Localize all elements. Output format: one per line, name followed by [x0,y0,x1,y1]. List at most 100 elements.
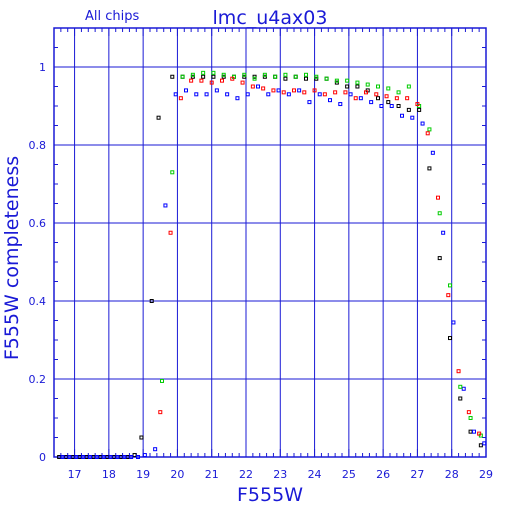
data-point [338,102,343,107]
chart-title: lmc_u4ax03 [213,7,328,29]
data-points [57,70,487,459]
x-tick-label: 25 [342,468,356,481]
data-point [365,82,370,87]
data-point [132,453,137,458]
data-point [333,90,338,95]
data-point [160,378,164,383]
data-point [230,76,235,81]
data-point [256,84,260,89]
data-point [307,100,312,105]
data-point [108,455,113,459]
data-point [394,96,399,101]
data-point [235,96,240,101]
x-tick-label: 28 [445,468,459,481]
x-tick-label: 18 [102,468,116,481]
data-point [389,104,394,108]
data-point [271,88,276,93]
data-point [214,88,219,93]
data-point [204,92,209,97]
y-tick-label: 0.6 [29,217,47,230]
data-point [297,88,302,93]
data-point [396,104,401,108]
data-point [427,166,432,171]
data-point [283,72,288,77]
data-point [406,107,411,112]
chart-subtitle: All chips [85,9,139,24]
data-point [88,455,92,459]
y-tick-label: 0.2 [29,373,47,386]
data-point [168,230,173,235]
data-point [345,78,350,83]
data-point [376,84,380,89]
data-point [149,299,154,303]
data-point [242,72,247,77]
data-point [153,447,158,452]
x-tick-label: 20 [170,468,184,481]
data-point [170,74,175,79]
data-point [136,455,140,459]
x-tick-label: 23 [273,468,287,481]
data-point [374,92,379,97]
data-point [163,203,168,208]
data-point [461,386,466,391]
data-point [328,98,332,103]
data-point [286,92,291,97]
x-tick-label: 21 [205,468,219,481]
y-axis-label: F555W completeness [1,156,23,360]
data-point [304,76,308,81]
data-point [81,455,86,459]
data-point [384,94,389,99]
x-tick-label: 17 [68,468,82,481]
data-point [437,211,442,216]
data-point [190,72,195,77]
y-tick-label: 1 [39,61,46,74]
data-point [446,293,451,298]
data-point [115,455,120,459]
data-point [129,455,134,459]
data-point [304,72,308,77]
data-point [430,150,435,155]
data-point [211,70,216,75]
data-point [283,76,288,81]
y-tick-label: 0 [39,451,46,464]
data-point [400,113,404,118]
data-point [466,410,471,415]
data-point [355,84,360,89]
data-point [355,80,360,85]
data-point [451,320,456,325]
data-point [261,86,266,91]
data-point [273,74,278,79]
data-point [420,121,425,126]
data-point [345,84,350,89]
data-point [122,455,127,459]
data-point [448,336,452,341]
data-point [250,84,255,89]
data-point [477,431,482,436]
data-point [173,92,178,97]
data-point [456,369,461,374]
data-point [139,435,144,440]
data-point [281,90,286,95]
data-point [417,107,422,112]
x-axis-label: F555W [237,484,303,506]
data-point [369,100,374,105]
data-point [376,96,380,101]
data-point [194,92,199,97]
data-point [156,115,161,120]
data-point [101,455,106,459]
data-point [406,84,411,89]
data-point [170,170,175,175]
data-point [201,70,206,75]
data-point [302,90,307,95]
data-point [221,72,226,77]
data-point [358,96,363,101]
data-point [436,195,440,200]
data-point [322,92,327,97]
x-tick-label: 27 [410,468,424,481]
data-point [142,453,147,458]
data-point [60,455,65,459]
data-point [379,104,384,108]
data-point [225,92,230,97]
data-point [448,283,452,288]
